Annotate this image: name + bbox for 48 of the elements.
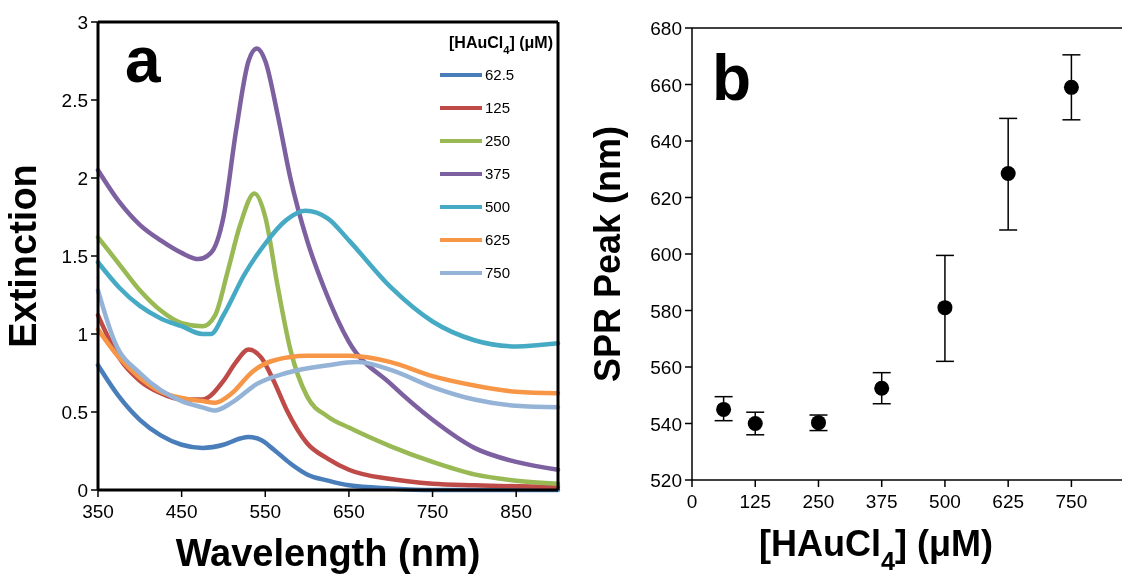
- legend-label: 125: [485, 99, 511, 116]
- x-tick-label: 450: [165, 501, 198, 522]
- x-tick-label: 650: [333, 501, 365, 522]
- legend-label: 625: [485, 231, 511, 248]
- point: [1063, 79, 1079, 95]
- y-tick-label: 640: [650, 131, 682, 152]
- x-tick-label: 850: [500, 501, 533, 522]
- point: [874, 380, 890, 396]
- x-tick-label: 350: [82, 501, 114, 522]
- point: [1000, 165, 1016, 181]
- y-tick-label: 580: [650, 300, 682, 322]
- chart-title: b: [712, 42, 752, 114]
- x-tick-label: 125: [739, 491, 772, 512]
- x-tick-label: 750: [416, 501, 449, 522]
- legend-label: 250: [485, 132, 511, 149]
- y-tick-label: 660: [650, 74, 682, 96]
- x-tick-label: 625: [992, 491, 1025, 512]
- y-tick-label: 560: [650, 357, 682, 378]
- point: [747, 416, 763, 431]
- point: [937, 300, 953, 316]
- legend-label: 750: [485, 264, 511, 281]
- legend-label: 500: [485, 198, 511, 215]
- x-axis-title: Wavelength (nm): [175, 532, 481, 574]
- y-tick-label: 1: [77, 324, 88, 345]
- y-tick-label: 2.5: [61, 90, 88, 111]
- y-tick-label: 3: [77, 12, 88, 33]
- y-tick-label: 600: [650, 244, 682, 265]
- x-tick-label: 375: [865, 491, 898, 512]
- y-axis-title: SPR Peak (nm): [587, 125, 628, 383]
- point: [716, 401, 732, 417]
- legend-title: [HAuCl$_{4}$] (μM): [449, 34, 553, 56]
- y-tick-label: 680: [650, 18, 682, 39]
- x-tick-label: 500: [929, 491, 961, 512]
- x-tick-label: 250: [802, 491, 835, 512]
- y-tick-label: 0.5: [61, 402, 88, 423]
- legend-label: 375: [485, 165, 511, 182]
- y-tick-label: 620: [650, 187, 682, 209]
- x-axis-title: [HAuCl$_{4}$] (μM): [759, 523, 993, 575]
- x-tick-label: 550: [249, 501, 282, 522]
- chart-title: a: [125, 24, 161, 96]
- y-tick-label: 1.5: [61, 246, 88, 267]
- legend-label: 62.5: [485, 66, 515, 83]
- x-tick-label: 750: [1055, 491, 1088, 512]
- y-tick-label: 540: [650, 413, 682, 435]
- x-tick-label: 0: [686, 491, 698, 512]
- y-tick-label: 2: [77, 168, 88, 189]
- y-tick-label: 520: [650, 470, 682, 491]
- y-axis-title: Extinction: [2, 164, 44, 348]
